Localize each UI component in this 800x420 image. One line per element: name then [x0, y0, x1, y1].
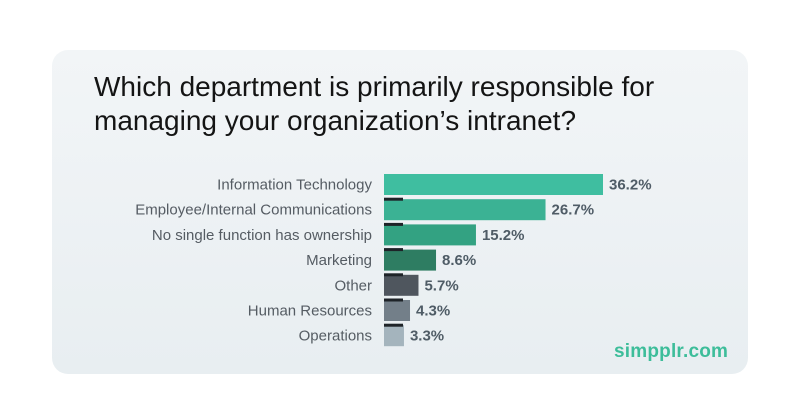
bar	[384, 224, 476, 246]
axis-tick	[384, 298, 403, 302]
category-label: Other	[334, 277, 372, 294]
category-label: Marketing	[306, 252, 372, 269]
brand-logo: simpplr.com	[614, 341, 729, 362]
category-label: Employee/Internal Communications	[135, 202, 372, 219]
category-label: Operations	[299, 328, 372, 345]
value-label: 5.7%	[424, 277, 458, 294]
value-label: 26.7%	[552, 202, 595, 219]
axis-tick	[384, 197, 403, 201]
value-label: 8.6%	[442, 252, 476, 269]
axis-tick	[384, 323, 403, 327]
value-label: 15.2%	[482, 227, 525, 244]
bar	[384, 249, 437, 271]
category-label: No single function has ownership	[152, 227, 372, 244]
category-label: Information Technology	[217, 177, 372, 194]
category-label: Human Resources	[248, 303, 372, 320]
chart-title: Which department is primarily responsibl…	[94, 71, 655, 136]
value-label: 3.3%	[410, 328, 444, 345]
bar	[384, 274, 419, 296]
bar	[384, 199, 546, 221]
axis-tick	[384, 248, 403, 252]
bar	[384, 174, 603, 195]
axis-tick	[384, 273, 403, 277]
bar	[384, 300, 411, 321]
bar	[384, 325, 404, 347]
axis-tick	[384, 222, 403, 226]
value-label: 36.2%	[609, 177, 652, 194]
value-label: 4.3%	[416, 303, 450, 320]
